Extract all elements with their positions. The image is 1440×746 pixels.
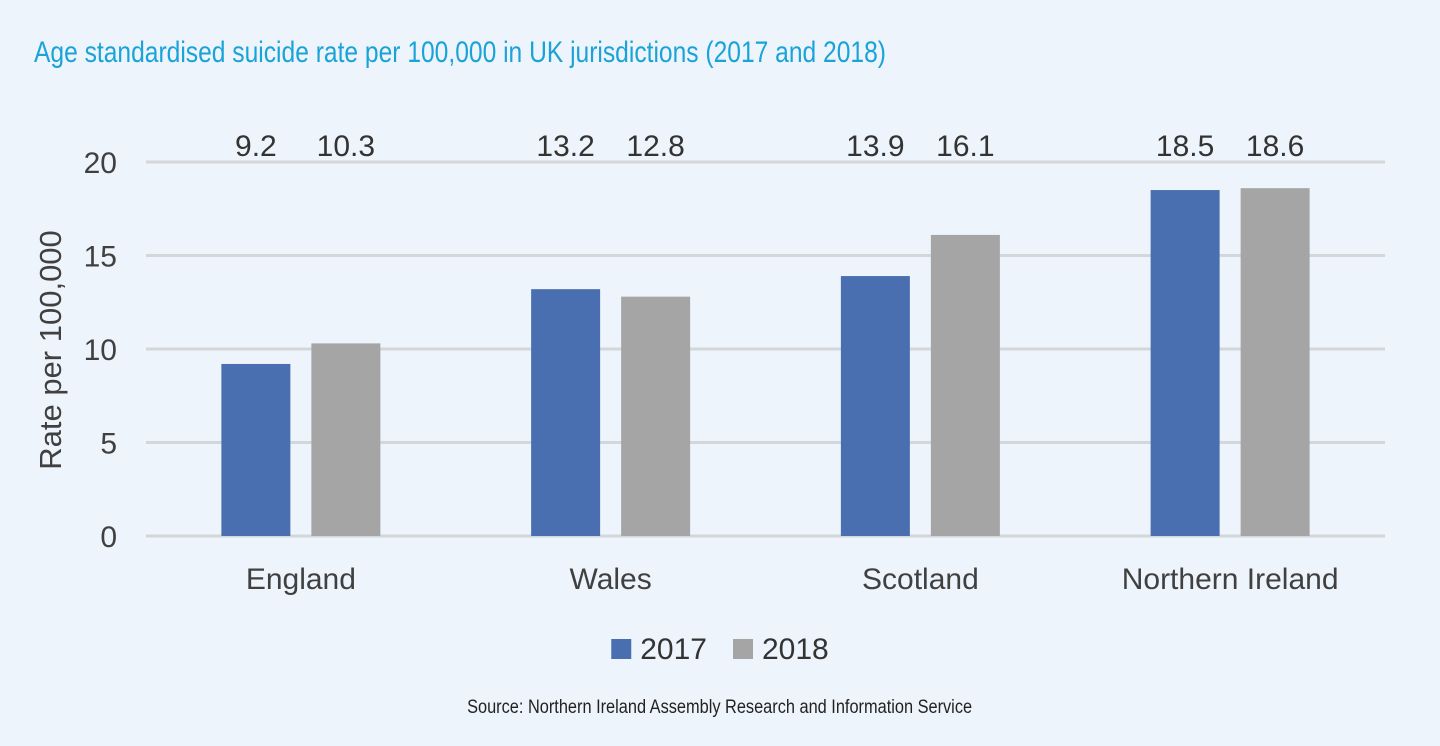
y-axis-title: Rate per 100,000 [33, 230, 68, 470]
bar-northern-ireland-2018 [1240, 188, 1310, 536]
x-tick-label: Wales [570, 563, 652, 596]
data-label: 18.6 [1246, 130, 1304, 163]
legend-label: 2018 [762, 633, 829, 666]
data-label: 9.2 [235, 130, 277, 163]
legend-swatch-2017 [611, 639, 632, 659]
bar-england-2018 [311, 343, 381, 536]
x-tick-labels: England Wales Scotland Northern Ireland [246, 563, 1339, 596]
x-tick-label: Scotland [862, 563, 979, 596]
x-tick-label: Northern Ireland [1122, 563, 1339, 596]
source-text: Source: Northern Ireland Assembly Resear… [467, 697, 973, 718]
y-tick-label: 0 [100, 521, 117, 554]
bar-wales-2018 [621, 296, 691, 536]
source-note: Source: Northern Ireland Assembly Resear… [0, 697, 1440, 719]
data-label: 16.1 [936, 130, 994, 163]
bar-wales-2017 [531, 289, 601, 536]
bar-scotland-2017 [840, 276, 910, 536]
bar-england-2017 [221, 363, 291, 536]
bars [221, 188, 1310, 537]
chart-title: Age standardised suicide rate per 100,00… [34, 36, 886, 69]
legend-swatch-2018 [733, 639, 753, 659]
data-label: 18.5 [1156, 130, 1214, 163]
x-tick-label: England [246, 563, 356, 596]
legend: 2017 2018 [611, 633, 829, 666]
bar-northern-ireland-2017 [1150, 190, 1220, 537]
data-labels: 9.2 10.3 13.2 12.8 13.9 16.1 18.5 18.6 [235, 130, 1304, 163]
data-label: 13.2 [536, 130, 594, 163]
bar-scotland-2018 [930, 234, 1000, 536]
data-label: 12.8 [626, 130, 684, 163]
y-tick-labels: 0 5 10 15 20 [84, 147, 117, 554]
y-tick-label: 20 [84, 147, 117, 180]
legend-label: 2017 [640, 633, 707, 666]
y-tick-label: 5 [100, 428, 117, 461]
y-tick-label: 10 [84, 334, 117, 367]
y-tick-label: 15 [84, 241, 117, 274]
data-label: 10.3 [317, 130, 375, 163]
data-label: 13.9 [846, 130, 904, 163]
